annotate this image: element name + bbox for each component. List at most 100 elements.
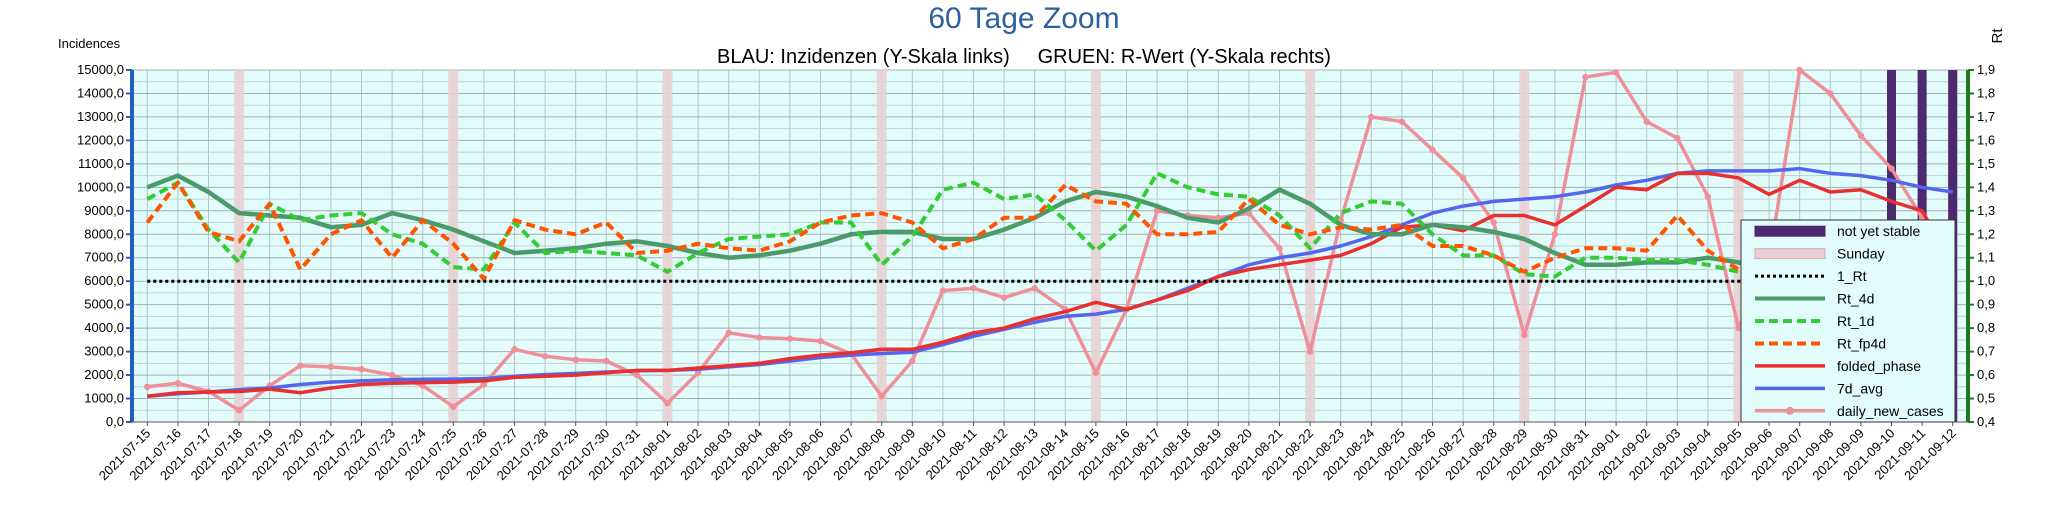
left-tick-label: 6000,0 <box>84 273 124 288</box>
left-tick-label: 0,0 <box>106 414 124 429</box>
daily-new-cases-point <box>664 400 671 407</box>
daily-new-cases-point <box>909 357 916 365</box>
daily-new-cases-point <box>1888 165 1895 172</box>
right-tick-label: 0,4 <box>1977 414 1995 429</box>
daily-new-cases-point <box>1827 90 1834 97</box>
right-tick-label: 1,7 <box>1977 109 1995 124</box>
legend-label: daily_new_cases <box>1837 403 1944 419</box>
right-axis-label: Rt <box>1989 28 2006 44</box>
daily-new-cases-point <box>541 353 549 360</box>
right-tick-label: 1,9 <box>1977 62 1995 77</box>
daily-new-cases-point <box>1153 207 1161 214</box>
daily-new-cases-point <box>1459 174 1467 182</box>
daily-new-cases-point <box>511 346 518 353</box>
left-tick-label: 7000,0 <box>84 250 124 265</box>
left-tick-label: 10000,0 <box>77 179 124 194</box>
legend-label: not yet stable <box>1837 223 1920 239</box>
left-tick-label: 12000,0 <box>77 132 124 147</box>
daily-new-cases-point <box>1398 118 1406 125</box>
left-tick-label: 14000,0 <box>77 85 124 100</box>
series-line-7d-avg <box>147 166 1953 398</box>
daily-new-cases-point <box>725 329 732 337</box>
legend: not yet stable Sunday 1_Rt Rt_4d Rt_1d Rt_fp4… <box>1740 219 1956 423</box>
left-tick-label: 13000,0 <box>77 109 124 124</box>
daily-new-cases-point <box>1735 324 1742 332</box>
left-tick-label: 4000,0 <box>84 320 124 335</box>
daily-new-cases-point <box>1643 118 1650 125</box>
daily-new-cases-point <box>1368 113 1375 121</box>
legend-swatch <box>1754 248 1826 260</box>
right-tick-label: 1,1 <box>1977 250 1995 265</box>
daily-new-cases-point <box>572 356 579 364</box>
daily-new-cases-point <box>603 357 610 365</box>
daily-new-cases-point <box>327 363 335 371</box>
right-tick-label: 1,2 <box>1977 226 1995 241</box>
left-axis-label: Incidences <box>58 36 121 51</box>
daily-new-cases-point <box>970 285 977 292</box>
daily-new-cases-point <box>1704 193 1712 200</box>
daily-new-cases-point <box>1521 331 1528 339</box>
daily-new-cases-point <box>1674 134 1681 142</box>
daily-new-cases-point <box>633 371 641 379</box>
right-tick-label: 1,8 <box>1977 85 1995 100</box>
sunday-band <box>1519 70 1530 422</box>
right-tick-label: 1,6 <box>1977 132 1995 147</box>
daily-new-cases-point <box>1306 348 1314 355</box>
left-tick-label: 5000,0 <box>84 297 124 312</box>
daily-new-cases-point <box>388 371 396 379</box>
daily-new-cases-point <box>1582 73 1589 81</box>
right-tick-label: 1,5 <box>1977 156 1995 171</box>
daily-new-cases-point <box>144 383 151 390</box>
left-tick-label: 11000,0 <box>78 156 124 171</box>
left-tick-label: 9000,0 <box>84 203 124 218</box>
plot-area: 0,0 1000,0 2000,0 3000,0 4000,0 5000,0 6000,0 7… <box>77 62 1995 483</box>
right-tick-label: 1,3 <box>1977 203 1995 218</box>
right-tick-label: 0,7 <box>1977 344 1995 359</box>
left-tick-label: 8000,0 <box>84 226 124 241</box>
legend-swatch <box>1754 225 1826 237</box>
daily-new-cases-point <box>1551 231 1559 238</box>
daily-new-cases-point <box>817 337 824 345</box>
series-line-daily-new-cases <box>147 68 1955 413</box>
daily-new-cases-point <box>1092 369 1100 376</box>
right-tick-label: 0,9 <box>1977 297 1995 312</box>
right-tick-label: 0,8 <box>1977 320 1995 335</box>
left-tick-label: 2000,0 <box>84 367 124 382</box>
daily-new-cases-point <box>878 392 885 400</box>
daily-new-cases-point <box>1857 132 1865 139</box>
daily-new-cases-point <box>1429 146 1436 153</box>
legend-label: Rt_1d <box>1837 313 1874 329</box>
daily-new-cases-point <box>756 334 763 341</box>
sunday-band <box>876 70 887 422</box>
chart-title: 60 Tage Zoom <box>928 2 1119 35</box>
daily-new-cases-point <box>694 369 702 376</box>
daily-new-cases-point <box>1031 285 1038 292</box>
legend-label: 7d_avg <box>1837 380 1883 396</box>
daily-new-cases-point <box>358 366 365 373</box>
daily-new-cases-point <box>480 381 488 388</box>
daily-new-cases-point <box>235 407 243 414</box>
right-tick-label: 1,0 <box>1977 273 1995 288</box>
left-tick-label: 1000,0 <box>84 391 124 406</box>
daily-new-cases-point <box>1796 66 1803 74</box>
daily-new-cases-point <box>939 287 947 294</box>
daily-new-cases-point <box>786 335 794 342</box>
legend-label: Rt_4d <box>1837 291 1874 307</box>
legend-label: 1_Rt <box>1837 268 1867 284</box>
right-tick-label: 0,5 <box>1977 391 1995 406</box>
right-tick-label: 1,4 <box>1977 179 1995 194</box>
sunday-band <box>1090 70 1101 422</box>
sunday-band <box>234 70 245 422</box>
daily-new-cases-point <box>297 362 304 369</box>
series-line-Rt-1d <box>146 171 1954 312</box>
legend-label: Rt_fp4d <box>1837 335 1886 351</box>
legend-label: Sunday <box>1837 246 1884 262</box>
right-tick-label: 0,6 <box>1977 367 1995 382</box>
daily-new-cases-point <box>174 380 182 387</box>
chart-subtitle: BLAU: Inzidenzen (Y-Skala links) GRUEN: … <box>717 46 1331 68</box>
series-line-folded-phase <box>147 171 1955 398</box>
daily-new-cases-point <box>450 403 457 410</box>
daily-new-cases-point <box>1000 294 1008 301</box>
daily-new-cases-point <box>1490 219 1497 226</box>
